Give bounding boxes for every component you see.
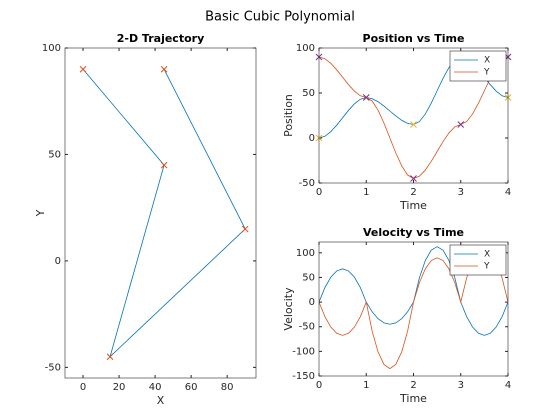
- y-tick-label: 0: [309, 297, 315, 308]
- x-axis-label: Time: [399, 392, 427, 405]
- axes-box: [318, 241, 509, 377]
- chart-title: Velocity vs Time: [363, 226, 464, 239]
- x-tick-label: 4: [505, 380, 511, 391]
- marker-stroke: [241, 225, 249, 233]
- y-axis-label: Velocity: [282, 287, 295, 331]
- marker: [106, 353, 114, 361]
- marker-stroke: [457, 121, 465, 128]
- legend-box: [449, 244, 507, 276]
- y-tick-label: -50: [299, 178, 315, 189]
- x-tick-label: 2: [410, 187, 416, 198]
- x-tick-label: 1: [363, 187, 369, 198]
- x-tick-label: 4: [505, 187, 511, 198]
- marker-stroke: [410, 121, 417, 128]
- legend-label: Y: [483, 262, 490, 272]
- x-axis-label: Time: [399, 199, 427, 212]
- marker: [160, 65, 168, 73]
- y-tick-label: 0: [55, 256, 61, 267]
- plot-content: [79, 65, 249, 361]
- y-tick-label: 100: [296, 248, 315, 259]
- y-tick-label: -50: [299, 322, 315, 333]
- y-tick-label: -50: [45, 362, 61, 373]
- y-tick-label: -150: [292, 371, 315, 382]
- y-tick-label: 0: [309, 133, 315, 144]
- chart-title: Position vs Time: [363, 32, 465, 45]
- legend-label: Y: [483, 68, 490, 78]
- y-tick-label: 100: [42, 43, 61, 54]
- x-tick-label: 0: [80, 382, 86, 393]
- legend: XY: [449, 50, 507, 82]
- x-tick-label: 2: [410, 380, 416, 391]
- marker: [241, 225, 249, 233]
- y-tick-label: 50: [48, 149, 61, 160]
- x-tick-label: 3: [458, 187, 464, 198]
- marker-stroke: [79, 65, 87, 73]
- marker: [79, 65, 87, 73]
- marker-stroke: [160, 161, 168, 169]
- x-tick-label: 80: [221, 382, 234, 393]
- legend-box: [449, 50, 507, 82]
- marker-stroke: [106, 353, 114, 361]
- x-tick-label: 0: [316, 380, 322, 391]
- axes-box: [318, 47, 509, 184]
- chart-title: 2-D Trajectory: [117, 32, 204, 45]
- y-tick-label: -100: [292, 346, 315, 357]
- marker: [410, 175, 417, 182]
- marker: [160, 161, 168, 169]
- marker-stroke: [160, 65, 168, 73]
- plot-area: [65, 48, 256, 378]
- x-axis-label: X: [157, 394, 165, 407]
- x-tick-label: 1: [363, 380, 369, 391]
- y-axis-label: Position: [282, 94, 295, 137]
- marker-stroke: [410, 175, 417, 182]
- x-tick-label: 40: [149, 382, 162, 393]
- y-tick-label: 100: [296, 43, 315, 54]
- legend-label: X: [484, 250, 490, 260]
- x-tick-label: 0: [316, 187, 322, 198]
- figure-title: Basic Cubic Polynomial: [205, 10, 355, 25]
- x-tick-label: 60: [185, 382, 198, 393]
- x-tick-label: 20: [113, 382, 126, 393]
- y-axis-label: Y: [34, 209, 47, 217]
- legend-label: X: [484, 56, 490, 66]
- y-tick-label: 50: [302, 272, 315, 283]
- legend: XY: [449, 244, 507, 276]
- marker: [362, 94, 370, 101]
- marker-stroke: [362, 94, 370, 101]
- y-tick-label: 50: [302, 88, 315, 99]
- axes-box: [64, 47, 257, 379]
- marker: [410, 121, 417, 128]
- marker: [457, 121, 465, 128]
- x-tick-label: 3: [458, 380, 464, 391]
